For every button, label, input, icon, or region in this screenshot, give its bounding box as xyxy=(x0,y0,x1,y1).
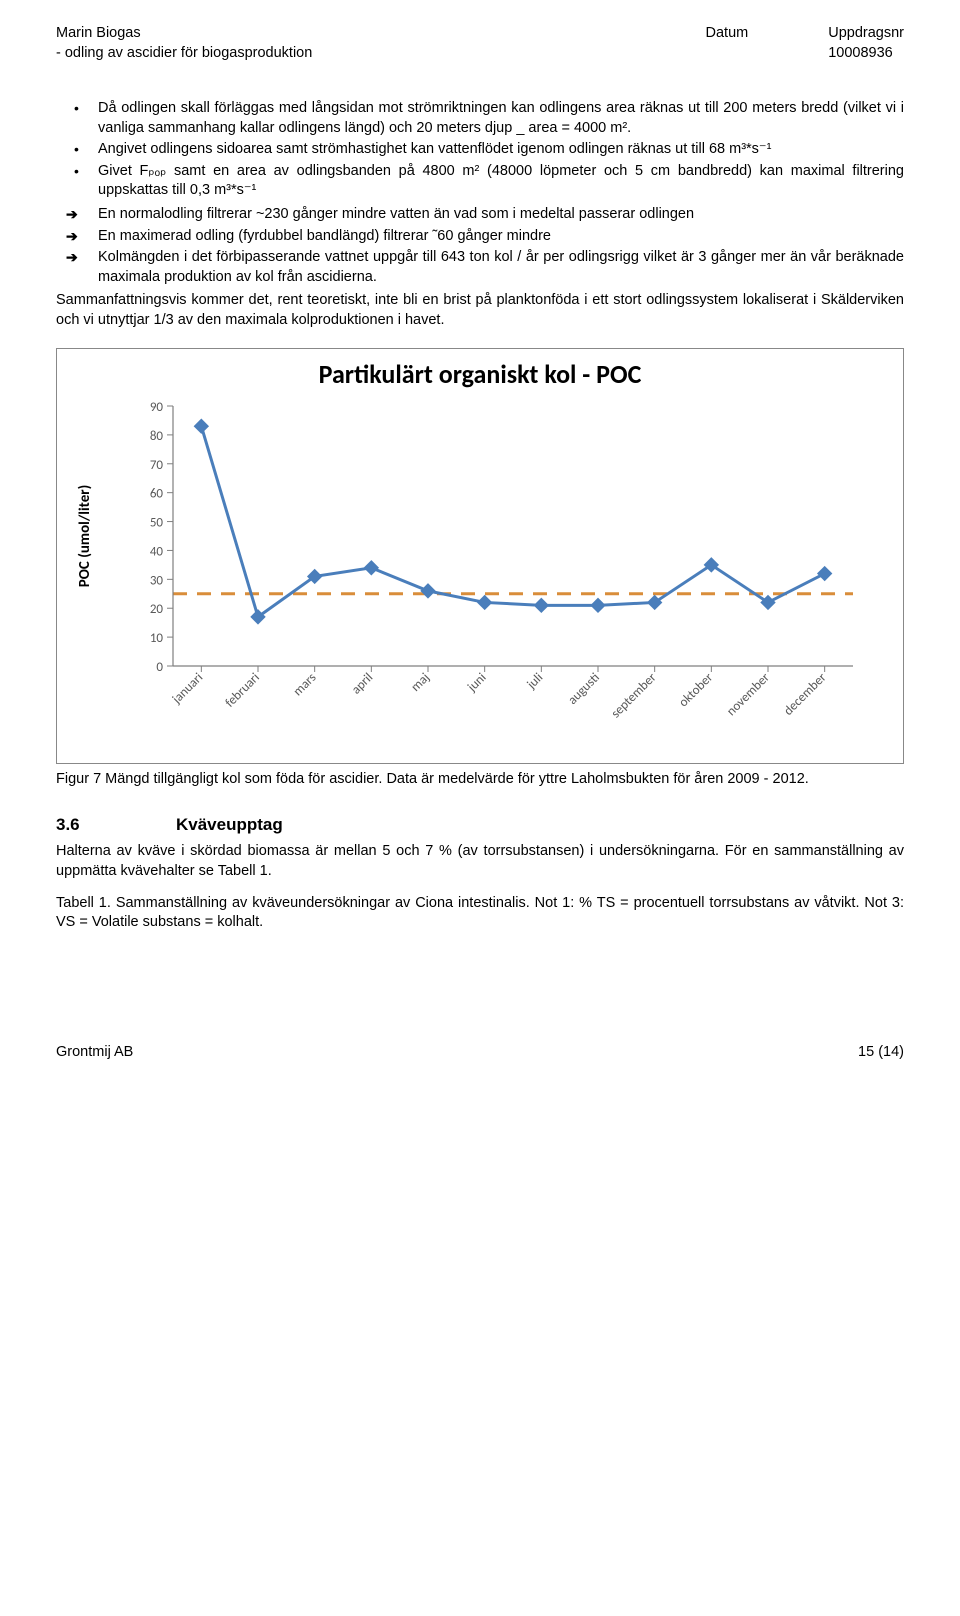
chart-title: Partikulärt organiskt kol - POC xyxy=(63,357,897,392)
arrow-item: En normalodling filtrerar ~230 gånger mi… xyxy=(56,205,904,225)
arrow-list: En normalodling filtrerar ~230 gånger mi… xyxy=(56,205,904,287)
svg-text:februari: februari xyxy=(222,671,262,711)
svg-text:POC (umol/liter): POC (umol/liter) xyxy=(76,485,94,588)
poc-chart: 0 10 20 30 40 50 60 70 80 90 januari februari mars ap… xyxy=(63,396,883,756)
section-number: 3.6 xyxy=(56,814,176,837)
svg-text:augusti: augusti xyxy=(565,671,603,709)
svg-text:juni: juni xyxy=(464,671,489,696)
svg-text:30: 30 xyxy=(150,574,164,589)
arrow-item: En maximerad odling (fyrdubbel bandlängd… xyxy=(56,227,904,247)
svg-text:20: 20 xyxy=(150,603,164,618)
summary-paragraph: Sammanfattningsvis kommer det, rent teor… xyxy=(56,291,904,330)
footer-left: Grontmij AB xyxy=(56,1043,133,1063)
svg-text:december: december xyxy=(781,670,830,719)
header-left: Marin Biogas - odling av ascidier för bi… xyxy=(56,24,312,63)
header-right: Datum Uppdragsnr 10008936 xyxy=(706,24,904,63)
header-uppdrag: Uppdragsnr 10008936 xyxy=(828,24,904,63)
figure-caption: Figur 7 Mängd tillgängligt kol som föda … xyxy=(56,770,904,790)
svg-text:maj: maj xyxy=(408,671,433,696)
bullet-item: Angivet odlingens sidoarea samt strömhas… xyxy=(56,140,904,160)
header-title-2: - odling av ascidier för biogasproduktio… xyxy=(56,44,312,64)
svg-text:april: april xyxy=(349,671,376,698)
arrow-item: Kolmängden i det förbipasserande vattnet… xyxy=(56,248,904,287)
section-para-1: Halterna av kväve i skördad biomassa är … xyxy=(56,842,904,881)
svg-text:70: 70 xyxy=(150,458,164,473)
page-header: Marin Biogas - odling av ascidier för bi… xyxy=(56,24,904,63)
header-title-1: Marin Biogas xyxy=(56,24,312,44)
header-datum: Datum xyxy=(706,24,749,63)
svg-text:80: 80 xyxy=(150,429,164,444)
section-title: Kväveupptag xyxy=(176,815,283,834)
footer-right: 15 (14) xyxy=(858,1043,904,1063)
page-footer: Grontmij AB 15 (14) xyxy=(56,1043,904,1063)
svg-text:60: 60 xyxy=(150,487,164,502)
svg-text:september: september xyxy=(608,670,659,721)
svg-text:40: 40 xyxy=(150,545,164,560)
uppdrag-value: 10008936 xyxy=(828,44,904,64)
svg-text:november: november xyxy=(724,670,773,719)
bullet-item: Givet Fₚₒₚ samt en area av odlingsbanden… xyxy=(56,162,904,201)
section-heading: 3.6Kväveupptag xyxy=(56,814,904,837)
svg-text:50: 50 xyxy=(150,516,164,531)
svg-text:mars: mars xyxy=(290,671,319,700)
svg-text:oktober: oktober xyxy=(676,670,716,710)
svg-text:90: 90 xyxy=(150,400,164,415)
svg-text:0: 0 xyxy=(156,660,163,675)
datum-label: Datum xyxy=(706,24,749,44)
svg-text:januari: januari xyxy=(169,671,206,708)
bullet-item: Då odlingen skall förläggas med långsida… xyxy=(56,99,904,138)
svg-text:juli: juli xyxy=(524,671,547,694)
bullet-list: Då odlingen skall förläggas med långsida… xyxy=(56,99,904,201)
svg-text:10: 10 xyxy=(150,632,164,647)
poc-chart-box: Partikulärt organiskt kol - POC 0 10 20 30 4… xyxy=(56,348,904,764)
section-para-2: Tabell 1. Sammanställning av kväveunders… xyxy=(56,894,904,933)
uppdrag-label: Uppdragsnr xyxy=(828,24,904,44)
